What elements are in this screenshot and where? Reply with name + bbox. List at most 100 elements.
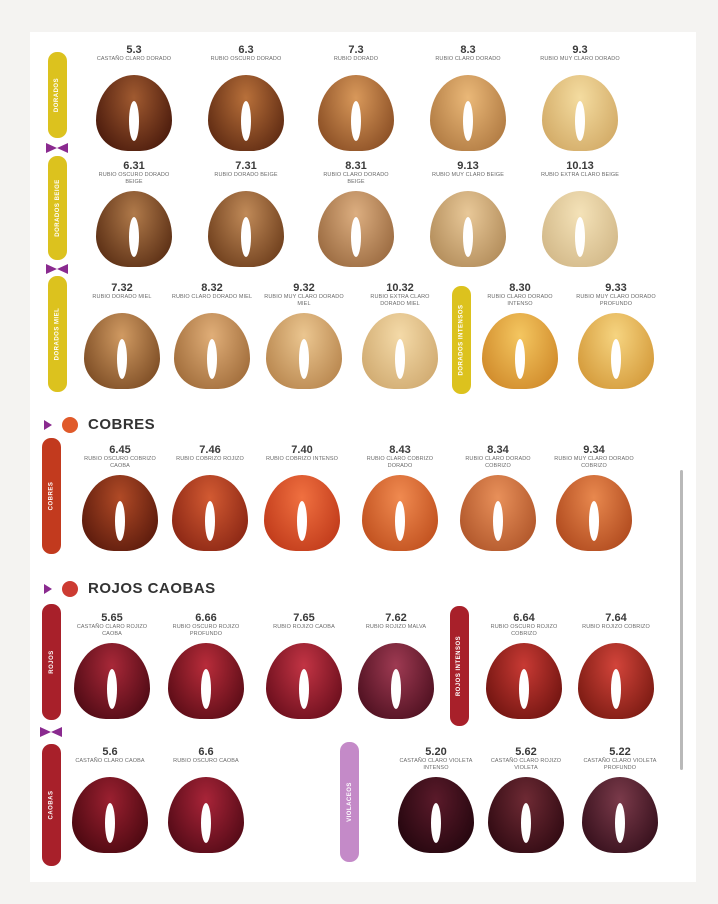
hair-tress-icon [168,777,244,853]
triangle-marker-icon [44,583,52,594]
swatch-name: RUBIO CLARO DORADO BEIGE [323,172,389,185]
swatch-code: 7.65 [293,612,315,624]
bowtie-icon [46,143,68,153]
swatch-9-32: 9.32 RUBIO MUY CLARO DORADO MIEL [254,282,354,389]
swatch-8-43: 8.43 RUBIO CLARO COBRIZO DORADO [350,444,450,551]
swatch-7-32: 7.32 RUBIO DORADO MIEL [72,282,172,389]
hair-tress-icon [362,313,438,389]
swatch-7-46: 7.46 RUBIO COBRIZO ROJIZO [160,444,260,551]
swatch-name: RUBIO CLARO DORADO INTENSO [487,294,553,307]
swatch-name: RUBIO OSCURO ROJIZO COBRIZO [490,624,558,637]
swatch-6-64: 6.64 RUBIO OSCURO ROJIZO COBRIZO [474,612,574,719]
hair-tress-icon [542,75,618,151]
swatch-code: 7.32 [111,282,133,294]
hair-tress-icon [172,475,248,551]
band-label: COBRES [48,481,55,511]
band-label: CAOBAS [48,790,55,820]
swatch-code: 7.46 [199,444,221,456]
swatch-code: 8.34 [487,444,509,456]
scrollbar[interactable] [680,470,683,770]
band-dorados_beige: DORADOS BEIGE [48,156,67,260]
swatch-code: 5.6 [102,746,118,758]
swatch-code: 5.3 [126,44,142,56]
band-cobres: COBRES [42,438,61,554]
swatch-name: RUBIO CLARO DORADO COBRIZO [465,456,531,469]
swatch-name: CASTAÑO CLARO ROJIZO CAOBA [76,624,148,637]
swatch-name: CASTAÑO CLARO VIOLETA PROFUNDO [583,758,657,771]
swatch-code: 6.45 [109,444,131,456]
hair-tress-icon [208,191,284,267]
hair-tress-icon [430,75,506,151]
hair-tress-icon [84,313,160,389]
hair-tress-icon [578,643,654,719]
swatch-7-40: 7.40 RUBIO COBRIZO INTENSO [252,444,352,551]
bowtie-icon [40,727,62,737]
swatch-code: 6.3 [238,44,254,56]
swatch-name: RUBIO EXTRA CLARO DORADO MIEL [370,294,430,307]
color-chart-page [30,32,696,882]
hair-tress-icon [318,75,394,151]
swatch-code: 5.65 [101,612,123,624]
swatch-5-6: 5.6 CASTAÑO CLARO CAOBA [60,746,160,853]
hair-tress-icon [542,191,618,267]
swatch-8-3: 8.3 RUBIO CLARO DORADO [418,44,518,151]
swatch-8-34: 8.34 RUBIO CLARO DORADO COBRIZO [448,444,548,551]
swatch-name: CASTAÑO CLARO VIOLETA INTENSO [399,758,473,771]
swatch-6-6: 6.6 RUBIO OSCURO CAOBA [156,746,256,853]
swatch-10-13: 10.13 RUBIO EXTRA CLARO BEIGE [530,160,630,267]
swatch-name: RUBIO MUY CLARO DORADO PROFUNDO [576,294,656,307]
band-dorados_intensos: DORADOS INTENSOS [452,286,471,394]
swatch-9-13: 9.13 RUBIO MUY CLARO BEIGE [418,160,518,267]
hair-tress-icon [266,313,342,389]
band-violaceos: VIOLACEOS [340,742,359,862]
hair-tress-icon [460,475,536,551]
swatch-name: RUBIO DORADO MIEL [92,294,152,300]
band-rojos_intensos: ROJOS INTENSOS [450,606,469,726]
hair-tress-icon [168,643,244,719]
swatch-name: RUBIO CLARO DORADO [435,56,501,62]
swatch-code: 8.43 [389,444,411,456]
band-label: DORADOS INTENSOS [458,304,465,376]
swatch-8-31: 8.31 RUBIO CLARO DORADO BEIGE [306,160,406,267]
swatch-code: 8.31 [345,160,367,172]
swatch-code: 5.20 [425,746,447,758]
swatch-code: 7.3 [348,44,364,56]
hair-tress-icon [318,191,394,267]
bowtie-icon [46,264,68,274]
band-label: DORADOS MIEL [54,307,61,361]
triangle-marker-icon [44,419,52,430]
swatch-code: 8.3 [460,44,476,56]
swatch-name: RUBIO OSCURO COBRIZO CAOBA [84,456,156,469]
swatch-code: 10.32 [386,282,414,294]
swatch-code: 10.13 [566,160,594,172]
swatch-name: RUBIO OSCURO DORADO BEIGE [98,172,170,185]
hair-tress-icon [582,777,658,853]
swatch-5-65: 5.65 CASTAÑO CLARO ROJIZO CAOBA [62,612,162,719]
swatch-5-22: 5.22 CASTAÑO CLARO VIOLETA PROFUNDO [570,746,670,853]
hair-tress-icon [208,75,284,151]
swatch-name: RUBIO DORADO [333,56,379,62]
swatch-name: RUBIO EXTRA CLARO BEIGE [540,172,620,178]
swatch-name: RUBIO MUY CLARO DORADO COBRIZO [554,456,634,469]
hair-tress-icon [398,777,474,853]
swatch-code: 6.66 [195,612,217,624]
hair-tress-icon [96,75,172,151]
swatch-code: 6.31 [123,160,145,172]
swatch-code: 8.32 [201,282,223,294]
rojos-dot-icon [62,580,78,597]
swatch-code: 7.31 [235,160,257,172]
swatch-name: RUBIO ROJIZO COBRIZO [582,624,650,630]
swatch-9-3: 9.3 RUBIO MUY CLARO DORADO [530,44,630,151]
swatch-5-20: 5.20 CASTAÑO CLARO VIOLETA INTENSO [386,746,486,853]
swatch-6-66: 6.66 RUBIO OSCURO ROJIZO PROFUNDO [156,612,256,719]
section-header-cobres: COBRES [44,416,155,433]
band-label: ROJOS [48,650,55,674]
swatch-name: CASTAÑO CLARO CAOBA [75,758,145,764]
cobres-dot-icon [62,416,78,433]
swatch-code: 9.32 [293,282,315,294]
hair-tress-icon [488,777,564,853]
swatch-code: 5.22 [609,746,631,758]
band-rojos: ROJOS [42,604,61,720]
swatch-name: RUBIO OSCURO CAOBA [173,758,239,764]
swatch-code: 6.64 [513,612,535,624]
